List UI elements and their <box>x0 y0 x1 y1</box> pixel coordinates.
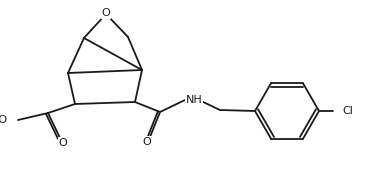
Text: Cl: Cl <box>342 106 353 116</box>
Text: O: O <box>59 138 68 148</box>
Text: NH: NH <box>186 95 202 105</box>
Text: O: O <box>101 8 110 18</box>
Text: HO: HO <box>0 115 8 125</box>
Text: O: O <box>143 137 151 147</box>
